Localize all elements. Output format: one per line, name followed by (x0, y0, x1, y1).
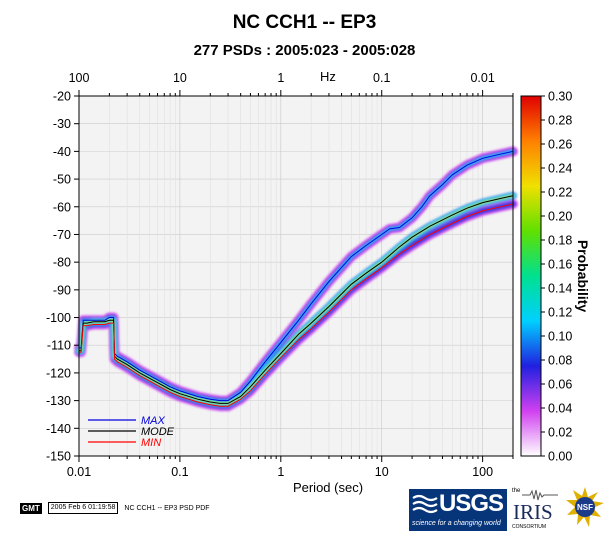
series-line-max (79, 150, 514, 402)
colorbar-tick-label: 0.30 (548, 90, 572, 104)
colorbar-tick-label: 0.00 (548, 450, 572, 464)
usgs-waves-icon (412, 494, 438, 514)
y-tick-label: -130 (46, 394, 71, 408)
colorbar-tick-label: 0.26 (548, 138, 572, 152)
iris-consortium: CONSORTIUM (512, 524, 547, 530)
x-axis: 0.01 0.1 1 10 100 (67, 456, 514, 479)
y-tick-label: -100 (46, 311, 71, 325)
top-tick-label: 1 (277, 71, 284, 85)
colorbar-label: Probability (575, 240, 591, 313)
legend-label-min: MIN (141, 437, 161, 449)
top-tick-label: 10 (173, 71, 187, 85)
y-tick-label: -120 (46, 366, 71, 380)
y-tick-label: -20 (53, 90, 71, 104)
series-line-mode (79, 195, 514, 404)
plot-frame (78, 95, 514, 457)
top-tick-label: 0.01 (470, 71, 494, 85)
nsf-logo: NSF (566, 487, 604, 527)
seismogram-icon (522, 489, 558, 501)
legend-label-mode: MODE (141, 426, 175, 438)
usgs-logo: USGS science for a changing world (409, 489, 507, 531)
y-tick-label: -140 (46, 422, 71, 436)
y-tick-label: -50 (53, 173, 71, 187)
top-tick-label: 0.1 (373, 71, 390, 85)
colorbar-tick-label: 0.24 (548, 162, 572, 176)
series-line-min (79, 203, 514, 407)
colorbar-tick-label: 0.18 (548, 234, 572, 248)
x-tick-label: 100 (472, 465, 493, 479)
legend-label-max: MAX (141, 415, 166, 427)
y-axis: -20 -30 -40 -50 -60 -70 -80 -90 -100 -110 -120 -130… (46, 90, 79, 464)
top-tick-label: 100 (69, 71, 90, 85)
y-tick-label: -60 (53, 200, 71, 214)
gmt-badge: GMT (20, 502, 42, 514)
x-tick-label: 0.01 (67, 465, 91, 479)
plot-label: NC CCH1 -- EP3 PSD PDF (124, 504, 210, 512)
y-tick-label: -80 (53, 256, 71, 270)
colorbar-tick-label: 0.12 (548, 306, 572, 320)
colorbar-tick-label: 0.16 (548, 258, 572, 272)
iris-the: the (512, 488, 521, 494)
colorbar (520, 95, 542, 457)
colorbar-tick-label: 0.04 (548, 402, 572, 416)
page-subtitle: 277 PSDs : 2005:023 - 2005:028 (193, 42, 416, 59)
colorbar-tick-label: 0.20 (548, 210, 572, 224)
timestamp: 2005 Feb 6 01:19:58 (47, 502, 119, 514)
usgs-tagline: science for a changing world (412, 520, 501, 527)
series-lines (79, 150, 514, 407)
y-tick-label: -30 (53, 117, 71, 131)
y-tick-label: -40 (53, 145, 71, 159)
y-tick-label: -150 (46, 450, 71, 464)
colorbar-tick-label: 0.02 (548, 426, 572, 440)
x-axis-label: Period (sec) (293, 480, 363, 495)
x-tick-label: 1 (277, 465, 284, 479)
colorbar-tick-label: 0.28 (548, 114, 572, 128)
x-tick-label: 10 (375, 465, 389, 479)
colorbar-tick-label: 0.06 (548, 378, 572, 392)
y-tick-label: -70 (53, 228, 71, 242)
colorbar-tick-label: 0.10 (548, 330, 572, 344)
plot-area (79, 96, 513, 456)
x-tick-label: 0.1 (171, 465, 188, 479)
iris-logo: the IRIS CONSORTIUM (510, 488, 560, 532)
top-axis-label: Hz (320, 69, 336, 84)
colorbar-ticks: 0.00 0.02 0.04 0.06 0.08 0.10 0.12 0.14 0.16 0.18… (541, 90, 572, 464)
usgs-text: USGS (439, 490, 504, 517)
y-tick-label: -90 (53, 283, 71, 297)
colorbar-tick-label: 0.22 (548, 186, 572, 200)
colorbar-tick-label: 0.08 (548, 354, 572, 368)
iris-text: IRIS (513, 500, 553, 524)
colorbar-tick-label: 0.14 (548, 282, 572, 296)
y-tick-label: -110 (47, 339, 71, 353)
footer: GMT 2005 Feb 6 01:19:58 NC CCH1 -- EP3 P… (20, 502, 210, 514)
page-title: NC CCH1 -- EP3 (232, 12, 377, 33)
top-axis: 100 10 1 0.1 0.01 (69, 71, 514, 96)
nsf-text: NSF (577, 503, 593, 512)
